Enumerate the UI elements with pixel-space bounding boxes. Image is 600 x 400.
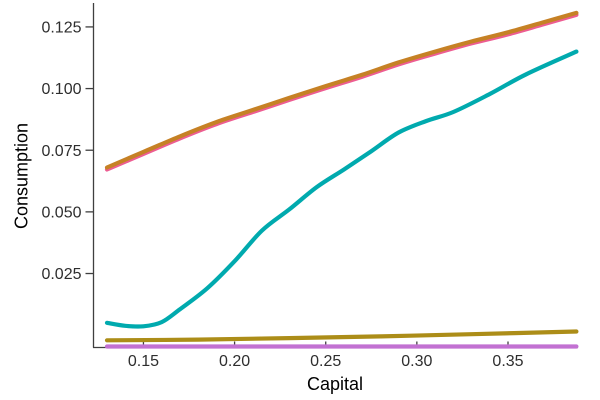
series-layer [104,10,579,349]
y-axis-title: Consumption [11,123,31,229]
y-tick-label: 0.125 [41,20,81,37]
y-tick-label: 0.025 [41,266,81,283]
y-tick-label: 0.050 [41,204,81,221]
labels-layer: Capital Consumption [11,123,363,394]
axes-layer: 0.15 0.20 0.25 0.30 0.35 0.025 0.050 0.075 0.100… [41,3,578,370]
y-tick-label: 0.100 [41,81,81,98]
series-pink-line [104,12,579,172]
x-tick-label: 0.30 [401,353,432,370]
series-orange-line [104,10,579,170]
x-axis-title: Capital [307,374,363,394]
x-tick-label: 0.15 [128,353,159,370]
series-teal-line [104,49,579,329]
y-tick-label: 0.075 [41,143,81,160]
series-olive-line [104,329,579,343]
x-tick-label: 0.35 [492,353,523,370]
x-tick-label: 0.20 [219,353,250,370]
x-tick-label: 0.25 [310,353,341,370]
